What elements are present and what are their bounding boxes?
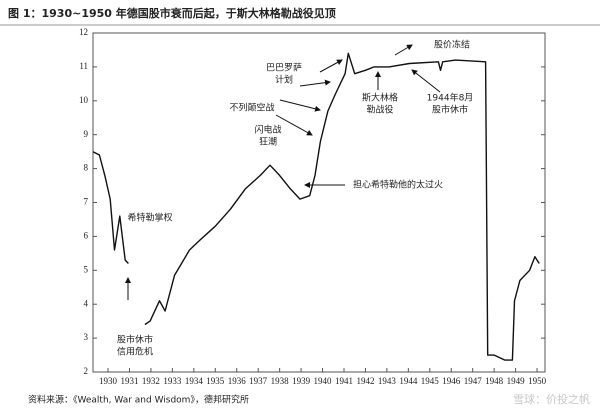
x-tick-label: 1944: [399, 376, 418, 386]
x-tick-label: 1933: [163, 376, 182, 386]
x-tick-label: 1935: [206, 376, 225, 386]
annotation: 斯大林格: [362, 92, 398, 104]
annotation: 勒战役: [366, 104, 393, 116]
annotation: 计划: [275, 74, 293, 86]
y-tick-label: 12: [79, 27, 88, 37]
y-tick-label: 10: [79, 95, 89, 105]
x-tick-label: 1949: [507, 376, 526, 386]
x-tick-label: 1950: [528, 376, 547, 386]
x-tick-label: 1941: [335, 376, 353, 386]
annotation: 狂潮: [259, 136, 277, 148]
chart-title: 图 1：1930~1950 年德国股市衰而后起，于斯大林格勒战役见顶: [8, 6, 336, 20]
x-tick-label: 1938: [271, 376, 290, 386]
x-tick-label: 1931: [120, 376, 138, 386]
y-tick-label: 8: [84, 163, 89, 173]
annotation: 信用危机: [117, 346, 153, 358]
y-tick-label: 4: [84, 298, 89, 308]
annotation: 股市休市: [117, 334, 153, 346]
x-tick-label: 1948: [485, 376, 504, 386]
annotation: 股市休市: [432, 104, 468, 116]
annotation: 巴巴罗萨: [266, 63, 302, 74]
annotation: 希特勒掌权: [127, 212, 172, 224]
x-tick-label: 1934: [185, 376, 204, 386]
y-tick-label: 3: [84, 332, 89, 342]
x-tick-label: 1937: [249, 376, 268, 386]
price-line: [92, 52, 540, 361]
y-tick-label: 11: [79, 61, 88, 71]
x-tick-label: 1930: [99, 376, 118, 386]
y-tick-label: 5: [84, 264, 89, 274]
arrows: [125, 44, 441, 300]
annotation: 1944年8月: [427, 92, 474, 104]
y-tick-label: 6: [84, 230, 89, 240]
x-tick-label: 1936: [228, 376, 247, 386]
annotation: 股价冻结: [434, 39, 470, 51]
y-tick-label: 9: [84, 129, 89, 139]
annotation: 闪电战: [254, 124, 281, 136]
source: 资料来源：《Wealth, War and Wisdom》，德邦研究所: [28, 394, 249, 406]
y-tick-label: 2: [84, 366, 89, 376]
x-tick-label: 1939: [292, 376, 311, 386]
x-tick-label: 1942: [356, 376, 374, 386]
x-tick-label: 1946: [442, 376, 461, 386]
x-tick-label: 1940: [314, 376, 333, 386]
watermark: 雪球：价投之帆: [513, 392, 590, 406]
x-tick-label: 1943: [378, 376, 397, 386]
y-tick-label: 7: [84, 197, 89, 207]
x-tick-label: 1932: [142, 376, 160, 386]
annotation: 不列颠空战: [229, 102, 274, 114]
annotation: 担心希特勒他的太过火: [353, 179, 443, 191]
x-tick-label: 1945: [421, 376, 440, 386]
x-tick-label: 1947: [464, 376, 483, 386]
